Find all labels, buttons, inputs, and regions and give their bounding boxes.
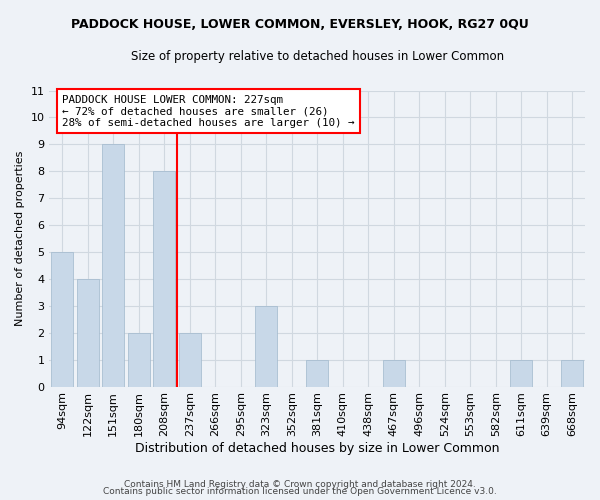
- Bar: [179, 333, 200, 386]
- Bar: [154, 172, 175, 386]
- Title: Size of property relative to detached houses in Lower Common: Size of property relative to detached ho…: [131, 50, 504, 63]
- X-axis label: Distribution of detached houses by size in Lower Common: Distribution of detached houses by size …: [135, 442, 499, 455]
- Bar: [128, 333, 149, 386]
- Bar: [562, 360, 583, 386]
- Bar: [52, 252, 73, 386]
- Bar: [256, 306, 277, 386]
- Y-axis label: Number of detached properties: Number of detached properties: [15, 151, 25, 326]
- Bar: [383, 360, 404, 386]
- Text: Contains public sector information licensed under the Open Government Licence v3: Contains public sector information licen…: [103, 488, 497, 496]
- Bar: [307, 360, 328, 386]
- Text: PADDOCK HOUSE LOWER COMMON: 227sqm
← 72% of detached houses are smaller (26)
28%: PADDOCK HOUSE LOWER COMMON: 227sqm ← 72%…: [62, 94, 355, 128]
- Text: PADDOCK HOUSE, LOWER COMMON, EVERSLEY, HOOK, RG27 0QU: PADDOCK HOUSE, LOWER COMMON, EVERSLEY, H…: [71, 18, 529, 30]
- Bar: [103, 144, 124, 386]
- Text: Contains HM Land Registry data © Crown copyright and database right 2024.: Contains HM Land Registry data © Crown c…: [124, 480, 476, 489]
- Bar: [511, 360, 532, 386]
- Bar: [77, 279, 98, 386]
